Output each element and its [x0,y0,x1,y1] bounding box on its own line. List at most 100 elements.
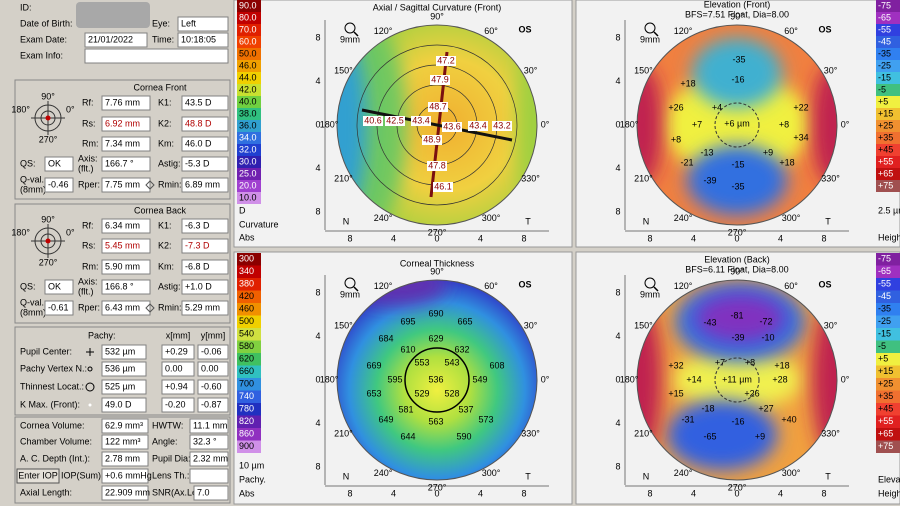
map-subtitle: BFS=7.51 Float, Dia=8.00 [685,9,789,19]
map-value: 43.4 [469,120,487,130]
map-value: +8 [745,357,755,367]
value-bg [430,75,450,85]
label: (flt.) [78,286,94,296]
eye-label: OS [818,24,831,34]
label: Lens Th.: [152,470,189,480]
degree-label: 0° [541,374,550,384]
enter-iop-button[interactable] [16,468,60,484]
temporal-label: T [525,216,531,226]
degree-label: 150° [334,65,353,75]
scale-label: 32.0 [239,144,257,154]
scale-label: -15 [878,329,891,339]
scale-swatch [876,48,900,60]
field-value: 6.92 mm [105,118,140,128]
degree-label: 0° [841,119,850,129]
scale-footer: 2.5 µm [878,205,900,215]
degree-label: 270° [728,227,747,237]
scale-swatch [237,192,261,204]
scale-swatch [237,315,261,328]
x-tick-label: 8 [821,233,826,243]
scale-swatch [876,84,900,96]
map-value: +7 [692,119,702,129]
scale-footer: 10 µm [239,460,264,470]
label: Rf: [82,97,94,107]
x-tick-label: 8 [347,233,352,243]
scale-swatch [876,144,900,156]
y-tick-label: 8 [315,32,320,42]
value-bg [363,116,383,126]
field-value: 48.8 D [185,118,212,128]
scale-swatch [876,290,900,303]
field [197,361,229,377]
scale-swatch [876,265,900,278]
map-value: +18 [779,157,794,167]
x-tick-label: 8 [521,488,526,498]
field [101,418,149,434]
degree-label: 150° [634,65,653,75]
field-value: 2.32 mm [193,453,228,463]
map-fill [692,38,782,108]
map-value: -21 [680,157,693,167]
degree-label: 270° [39,134,58,144]
y-tick-label: 8 [315,287,320,297]
nasal-label: N [643,216,650,226]
label: Rs: [82,118,96,128]
field [101,259,151,275]
scale-label: -55 [878,279,891,289]
degree-label: 240° [674,468,693,478]
degree-label: 300° [482,468,501,478]
scale-label: 620 [239,354,254,364]
map-fill [637,65,662,185]
map-value: 528 [444,388,459,398]
field-value: 43.5 D [185,97,212,107]
field [101,397,147,413]
map-value: 529 [414,388,429,398]
eye-label: OS [518,279,531,289]
field-value: -7.3 D [185,240,210,250]
map-outline [636,279,838,481]
scale-swatch [237,353,261,366]
scale-label: -35 [878,48,891,58]
field-value: +0.6 mmHg [105,470,152,480]
label: Axis: [78,276,98,286]
field [101,451,149,467]
ring [356,44,518,206]
scale-label: -65 [878,12,891,22]
map-value: +18 [774,360,789,370]
scale-swatch [876,315,900,328]
map-value: +28 [772,374,787,384]
scale-swatch [237,96,261,108]
temporal-label: T [825,216,831,226]
scale-label: 25.0 [239,168,257,178]
field [197,397,229,413]
scale-swatch [876,365,900,378]
scale-label: 38.0 [239,108,257,118]
zoom-icon [653,286,659,292]
label: SNR(Ax.Le [152,487,197,497]
map-value: 581 [398,404,413,414]
scale-label: 60.0 [239,36,257,46]
field [101,238,151,254]
field [101,434,149,450]
field-value: 32.3 ° [193,436,217,446]
field [181,259,229,275]
label: Thinnest Locat.: [20,381,84,391]
x-tick-label: 4 [478,488,483,498]
map-value: 595 [387,374,402,384]
degree-label: 90° [430,11,444,21]
label: Axial Length: [20,487,72,497]
field [101,279,151,295]
scale-swatch [237,48,261,60]
ring [404,347,470,413]
degree-label: 300° [782,213,801,223]
degree-label: 180° [320,374,339,384]
scale-swatch [237,108,261,120]
map-value: -18 [701,403,714,413]
map-outline [636,24,838,226]
scale-label: -45 [878,291,891,301]
scale-label: +45 [878,404,893,414]
scale-swatch [876,24,900,36]
label: Cornea Front [133,82,187,92]
